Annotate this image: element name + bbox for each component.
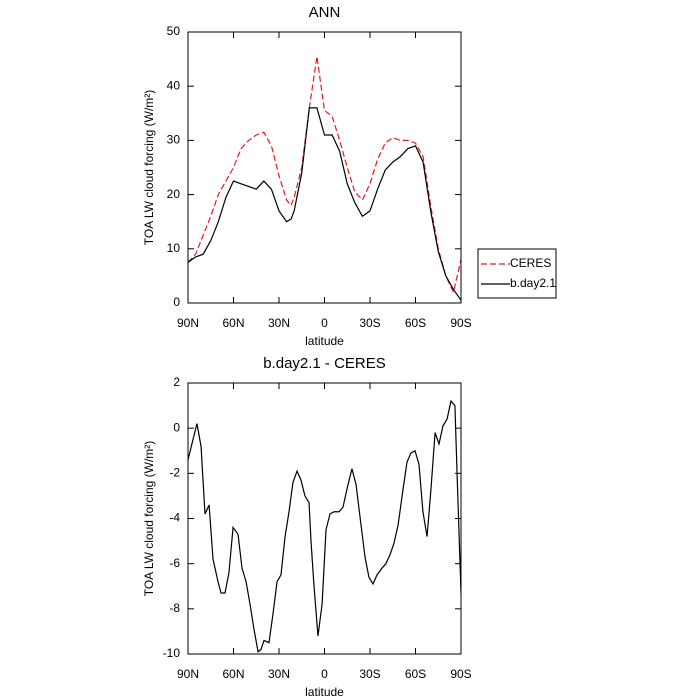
x-tick-label: 30N: [268, 667, 290, 681]
x-tick-label: 30S: [359, 667, 380, 681]
data-line: [187, 107, 462, 301]
legend-box: [477, 248, 557, 299]
y-tick-label: -6: [169, 556, 180, 570]
y-axis-label: TOA LW cloud forcing (W/m²): [142, 441, 156, 597]
y-tick-label: 0: [173, 295, 180, 309]
legend-label: b.day2.1: [510, 276, 556, 290]
x-axis-label: latitude: [305, 334, 344, 348]
x-tick-label: 60N: [222, 667, 244, 681]
data-line: [187, 56, 462, 294]
plot-frame: [187, 382, 462, 655]
chart-title: b.day2.1 - CERES: [263, 355, 386, 372]
x-tick-label: 60S: [405, 667, 426, 681]
y-tick-label: -8: [169, 601, 180, 615]
y-tick-label: 2: [173, 375, 180, 389]
x-tick-label: 90S: [450, 316, 471, 330]
x-axis-label: latitude: [305, 685, 344, 699]
y-tick-label: 30: [167, 133, 181, 147]
x-tick-label: 0: [321, 667, 328, 681]
x-tick-label: 30N: [268, 316, 290, 330]
x-tick-label: 90N: [177, 316, 199, 330]
y-tick-label: -2: [169, 466, 180, 480]
chart-title: ANN: [309, 4, 341, 21]
y-tick-label: -10: [163, 646, 181, 660]
legend-label: CERES: [510, 256, 551, 270]
x-tick-label: 30S: [359, 316, 380, 330]
plot-frame: [187, 31, 462, 304]
x-tick-label: 60S: [405, 316, 426, 330]
x-tick-label: 90N: [177, 667, 199, 681]
y-tick-label: 20: [167, 187, 181, 201]
y-tick-label: 10: [167, 241, 181, 255]
x-tick-label: 0: [321, 316, 328, 330]
y-tick-label: 50: [167, 24, 181, 38]
x-tick-label: 90S: [450, 667, 471, 681]
y-axis-label: TOA LW cloud forcing (W/m²): [142, 90, 156, 246]
y-tick-label: -4: [169, 511, 180, 525]
y-tick-label: 40: [167, 78, 181, 92]
y-tick-label: 0: [173, 420, 180, 434]
x-tick-label: 60N: [222, 316, 244, 330]
data-line: [187, 399, 462, 653]
